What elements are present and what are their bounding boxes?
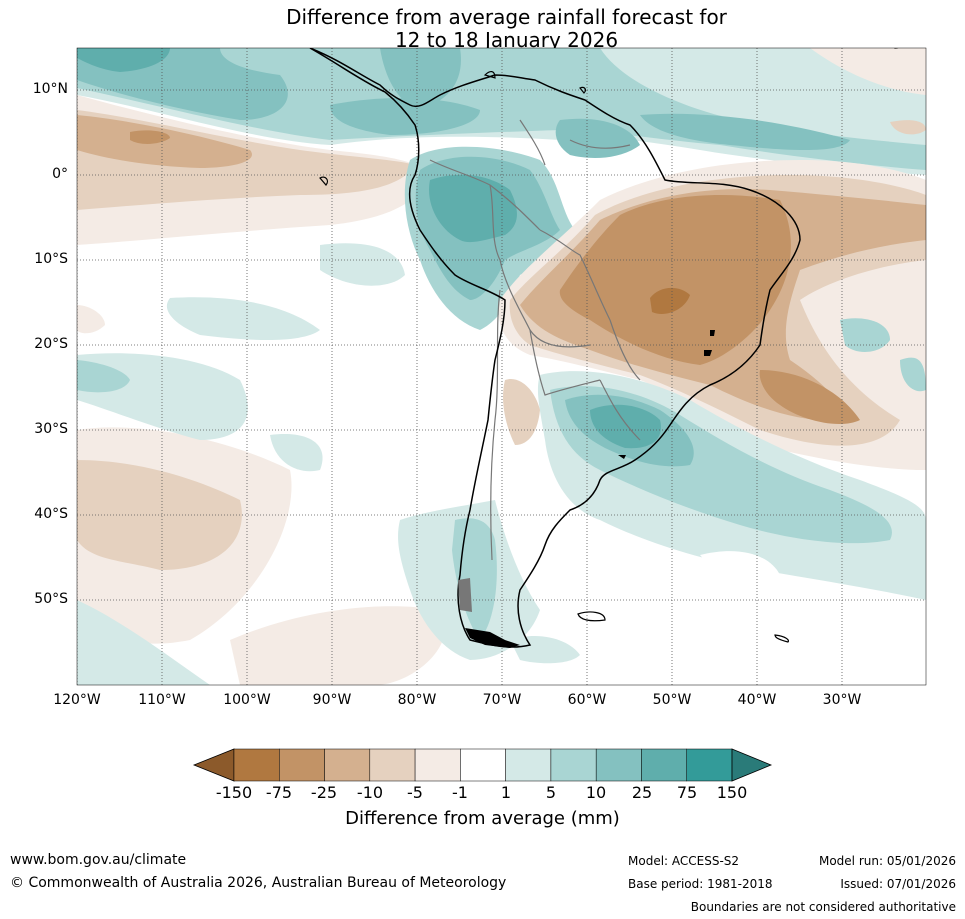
- footer-base-period: Base period: 1981-2018: [628, 877, 773, 891]
- anomaly-region-atl-dry: [700, 551, 780, 580]
- anomaly-region-arg-dry: [503, 379, 540, 445]
- lon-tick-70w: 70°W: [482, 692, 522, 708]
- legend-swatch: [505, 748, 552, 782]
- anomaly-region-atl-wet2: [900, 357, 926, 392]
- footer-model-run: Model run: 05/01/2026: [818, 854, 956, 868]
- legend-arrow-low: [192, 748, 235, 782]
- anomaly-region-eq-dry-core: [77, 115, 252, 168]
- anomaly-region-atl-wet: [840, 318, 890, 352]
- legend-label: -150: [215, 783, 253, 802]
- footer-model: Model: ACCESS-S2: [628, 854, 740, 868]
- lon-tick-110w: 110°W: [138, 692, 186, 708]
- legend-swatch: [460, 748, 506, 782]
- footer-disclaimer: Boundaries are not considered authoritat…: [690, 900, 956, 914]
- tierra-del-fuego: [465, 628, 520, 648]
- legend-label: 75: [676, 783, 698, 802]
- galapagos: [319, 176, 329, 186]
- legend-label: -10: [356, 783, 384, 802]
- anomaly-region-carib-dry: [810, 48, 926, 95]
- lon-tick-60w: 60°W: [567, 692, 607, 708]
- lon-tick-80w: 80°W: [397, 692, 437, 708]
- lat-tick-10s: 10°S: [34, 251, 68, 267]
- legend-title: Difference from average (mm): [345, 808, 620, 829]
- lat-tick-20s: 20°S: [34, 336, 68, 352]
- anomaly-region-sw-dry-core: [77, 460, 242, 570]
- legend-swatch: [550, 748, 597, 782]
- country-borders: [429, 119, 641, 561]
- map-title-line1: Difference from average rainfall forecas…: [286, 5, 727, 29]
- legend-label: 25: [631, 783, 653, 802]
- lon-tick-90w: 90°W: [312, 692, 352, 708]
- lat-tick-0: 0°: [52, 166, 68, 182]
- anomaly-region-pac-wet4: [270, 434, 323, 472]
- anomaly-region-pac-wet-core: [77, 360, 130, 393]
- anomaly-region-andes-wet-core: [429, 174, 517, 243]
- anomaly-region-brazil-dry-deep: [559, 195, 791, 365]
- footer-issued: Issued: 07/01/2026: [840, 877, 956, 891]
- legend-swatch: [595, 748, 642, 782]
- lon-tick-30w: 30°W: [822, 692, 862, 708]
- anomaly-region-s-dry: [230, 606, 446, 685]
- anomaly-region-pac-dry: [77, 305, 105, 334]
- anomaly-region-guiana-wet: [555, 118, 640, 158]
- legend-label: 1: [500, 783, 512, 802]
- caribbean-islands: [483, 48, 899, 94]
- legend-swatch: [641, 748, 687, 782]
- legend-label: -75: [265, 783, 293, 802]
- lon-tick-50w: 50°W: [652, 692, 692, 708]
- anomaly-region-itcz-wet-core3: [640, 113, 850, 150]
- lon-tick-100w: 100°W: [223, 692, 271, 708]
- legend-swatch: [279, 748, 325, 782]
- anomaly-region-se-pac-wet: [510, 635, 580, 664]
- anomaly-region-carib-dry2: [890, 120, 926, 135]
- anomaly-region-ne-brazil-dry: [759, 370, 860, 425]
- anomaly-region-itcz-wet-core4: [77, 48, 170, 72]
- anomaly-region-pac-wet3: [320, 243, 405, 286]
- legend-swatch: [686, 748, 733, 782]
- legend-swatch: [414, 748, 461, 782]
- legend-swatch: [233, 748, 280, 782]
- lat-tick-50s: 50°S: [34, 591, 68, 607]
- falkland-islands: [577, 611, 606, 622]
- legend-swatch: [369, 748, 416, 782]
- legend-swatch: [324, 748, 371, 782]
- legend-label: 10: [585, 783, 607, 802]
- lat-tick-30s: 30°S: [34, 421, 68, 437]
- graticule: [77, 48, 926, 685]
- legend-arrow-high: [731, 748, 773, 782]
- legend-label: -1: [452, 783, 468, 802]
- anomaly-region-sw-wet: [77, 600, 210, 685]
- legend-label: 5: [545, 783, 557, 802]
- lon-tick-120w: 120°W: [53, 692, 101, 708]
- footer-url[interactable]: www.bom.gov.au/climate: [10, 852, 187, 868]
- lat-tick-10n: 10°N: [32, 81, 68, 97]
- legend-label: -5: [407, 783, 423, 802]
- coastline: [309, 48, 801, 648]
- anomaly-region-pac-wet2: [166, 297, 320, 340]
- legend-label: 150: [716, 783, 748, 802]
- anomaly-region-brazil-dry-spot: [650, 287, 690, 315]
- legend-label: -25: [310, 783, 338, 802]
- south-georgia: [774, 634, 790, 643]
- lon-tick-40w: 40°W: [737, 692, 777, 708]
- lat-tick-40s: 40°S: [34, 506, 68, 522]
- footer-copyright: © Commonwealth of Australia 2026, Austra…: [10, 875, 507, 891]
- anomaly-region-se-wet-core2: [590, 404, 661, 449]
- anomaly-region-itcz-wet-core2: [330, 98, 480, 135]
- anomaly-region-eq-dry-spot: [130, 130, 170, 144]
- chile-archipelago: [458, 578, 472, 612]
